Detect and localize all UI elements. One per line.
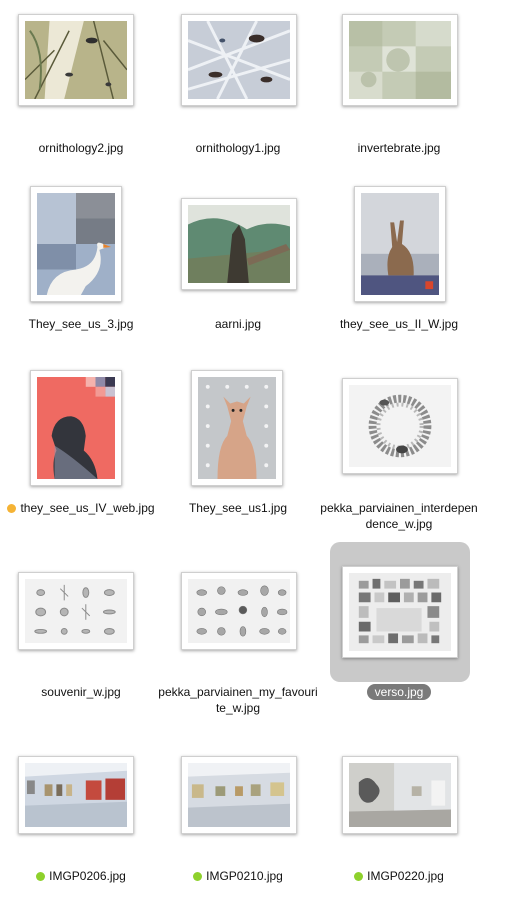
file-name[interactable]: IMGP0206.jpg <box>0 868 162 884</box>
thumbnail[interactable] <box>181 572 297 650</box>
file-name[interactable]: IMGP0220.jpg <box>318 868 480 884</box>
file-name[interactable]: verso.jpg <box>318 684 480 700</box>
file-item-they-see-us1[interactable]: They_see_us1.jpg <box>157 368 319 552</box>
file-item-souvenir-w[interactable]: souvenir_w.jpg <box>0 552 162 736</box>
file-name[interactable]: they_see_us_IV_web.jpg <box>0 500 162 516</box>
thumbnail[interactable] <box>191 370 283 486</box>
file-name[interactable]: They_see_us_3.jpg <box>28 317 134 331</box>
thumbnail[interactable] <box>342 378 458 474</box>
file-item-they-see-us-3[interactable]: They_see_us_3.jpg <box>0 184 162 368</box>
file-name[interactable]: souvenir_w.jpg <box>41 685 121 699</box>
file-name[interactable]: pekka_parviainen_my_favourite_w.jpg <box>158 685 318 715</box>
thumbnail[interactable] <box>354 186 446 302</box>
file-item-verso[interactable]: verso.jpg <box>318 542 480 736</box>
file-name[interactable]: aarni.jpg <box>214 317 262 331</box>
thumbnail[interactable] <box>30 370 122 486</box>
thumbnail[interactable] <box>181 14 297 106</box>
thumbnail[interactable] <box>18 14 134 106</box>
selected-file-name[interactable]: verso.jpg <box>366 684 432 700</box>
file-name[interactable]: IMGP0210.jpg <box>157 868 319 884</box>
file-name[interactable]: ornithology2.jpg <box>38 141 124 155</box>
file-name[interactable]: ornithology1.jpg <box>195 141 281 155</box>
thumbnail[interactable] <box>342 566 458 658</box>
file-item-they-see-us-iv-web[interactable]: they_see_us_IV_web.jpg <box>0 368 162 552</box>
thumbnail[interactable] <box>30 186 122 302</box>
thumbnail[interactable] <box>181 756 297 834</box>
file-item-pekka-parviainen-interdependence-w[interactable]: pekka_parviainen_interdependence_w.jpg <box>318 368 480 552</box>
file-name[interactable]: pekka_parviainen_interdependence_w.jpg <box>320 501 478 531</box>
thumbnail[interactable] <box>342 756 458 834</box>
file-name[interactable]: invertebrate.jpg <box>357 141 441 155</box>
file-name[interactable]: They_see_us1.jpg <box>188 501 288 515</box>
file-item-imgp0220[interactable]: IMGP0220.jpg <box>318 736 480 920</box>
file-item-pekka-parviainen-my-favourite-w[interactable]: pekka_parviainen_my_favourite_w.jpg <box>157 552 319 736</box>
file-item-ornithology2[interactable]: ornithology2.jpg <box>0 8 162 192</box>
thumbnail[interactable] <box>342 14 458 106</box>
thumbnail[interactable] <box>18 756 134 834</box>
green-tag-icon <box>354 872 364 881</box>
orange-tag-icon <box>7 504 17 513</box>
file-item-they-see-us-ii-w[interactable]: they_see_us_II_W.jpg <box>318 184 480 368</box>
file-item-imgp0206[interactable]: IMGP0206.jpg <box>0 736 162 920</box>
green-tag-icon <box>193 872 203 881</box>
file-name[interactable]: they_see_us_II_W.jpg <box>339 317 459 331</box>
file-item-invertebrate[interactable]: invertebrate.jpg <box>318 8 480 192</box>
thumbnail[interactable] <box>18 572 134 650</box>
thumbnail[interactable] <box>181 198 297 290</box>
file-item-imgp0210[interactable]: IMGP0210.jpg <box>157 736 319 920</box>
file-item-ornithology1[interactable]: ornithology1.jpg <box>157 8 319 192</box>
file-item-aarni[interactable]: aarni.jpg <box>157 184 319 368</box>
green-tag-icon <box>36 872 46 881</box>
